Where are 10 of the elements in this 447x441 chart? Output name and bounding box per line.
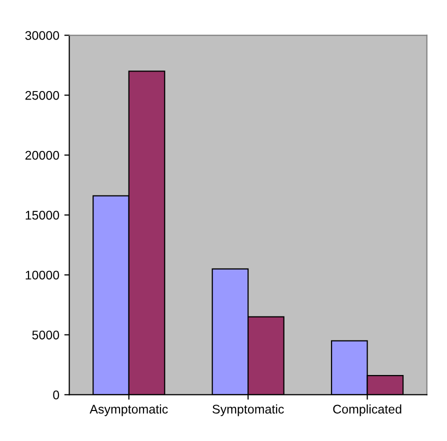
x-tick-label: Asymptomatic bbox=[90, 404, 168, 416]
x-tick-label: Complicated bbox=[333, 404, 402, 416]
y-tick-label: 0 bbox=[53, 390, 60, 400]
y-tick-label: 20000 bbox=[25, 150, 60, 160]
y-tick-label: 15000 bbox=[26, 210, 60, 220]
y-tick-label: 25000 bbox=[25, 90, 60, 100]
y-tick-label: 5000 bbox=[32, 330, 60, 340]
y-tick-label: 30000 bbox=[25, 31, 60, 40]
x-tick-label: Symptomatic bbox=[212, 404, 284, 416]
y-tick-label: 10000 bbox=[26, 270, 60, 280]
